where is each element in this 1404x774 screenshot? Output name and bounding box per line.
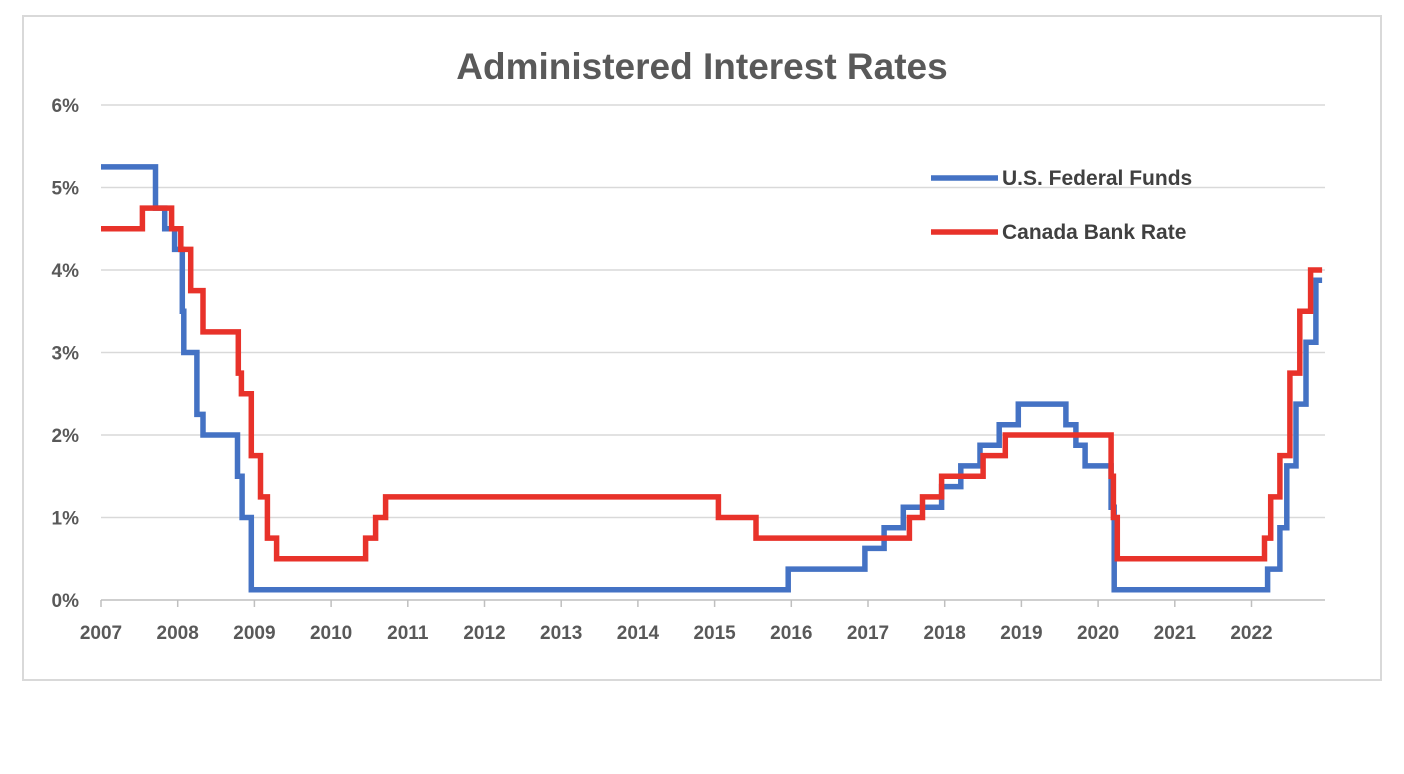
x-tick-label: 2018 — [924, 623, 966, 644]
y-tick-label: 5% — [52, 179, 80, 200]
series-line-canada-bank-rate — [101, 205, 1323, 562]
x-tick-label: 2009 — [233, 623, 275, 644]
x-tick-label: 2014 — [617, 623, 660, 644]
x-tick-label: 2010 — [310, 623, 352, 644]
x-tick-label: 2021 — [1154, 623, 1197, 644]
x-tick-label: 2017 — [847, 623, 889, 644]
y-tick-label: 0% — [52, 591, 80, 612]
y-axis-ticks: 0% 1% 2% 3% 4% 5% 6% — [52, 96, 80, 612]
x-tick-label: 2015 — [693, 623, 736, 644]
chart-title: Administered Interest Rates — [456, 46, 947, 87]
gridlines — [101, 104, 1325, 519]
x-tick-label: 2019 — [1000, 623, 1042, 644]
x-tick-label: 2016 — [770, 623, 812, 644]
x-tick-label: 2012 — [463, 623, 505, 644]
x-axis: 2007 2008 2009 2010 2011 2012 2013 2014 2015 2016… — [80, 599, 1325, 644]
series-line-us-federal-funds — [101, 164, 1323, 593]
y-tick-label: 3% — [52, 344, 80, 365]
series-lines — [101, 164, 1323, 593]
legend: U.S. Federal Funds Canada Bank Rate — [931, 167, 1192, 244]
y-tick-label: 6% — [52, 96, 80, 117]
y-tick-label: 1% — [52, 509, 80, 530]
x-tick-label: 2020 — [1077, 623, 1119, 644]
x-tick-label: 2011 — [387, 623, 429, 644]
y-tick-label: 4% — [52, 261, 80, 282]
legend-label: U.S. Federal Funds — [1002, 167, 1192, 190]
legend-label: Canada Bank Rate — [1002, 221, 1186, 244]
x-tick-label: 2013 — [540, 623, 582, 644]
x-tick-label: 2022 — [1230, 623, 1272, 644]
y-tick-label: 2% — [52, 426, 80, 447]
x-tick-label: 2008 — [157, 623, 199, 644]
x-tick-label: 2007 — [80, 623, 122, 644]
